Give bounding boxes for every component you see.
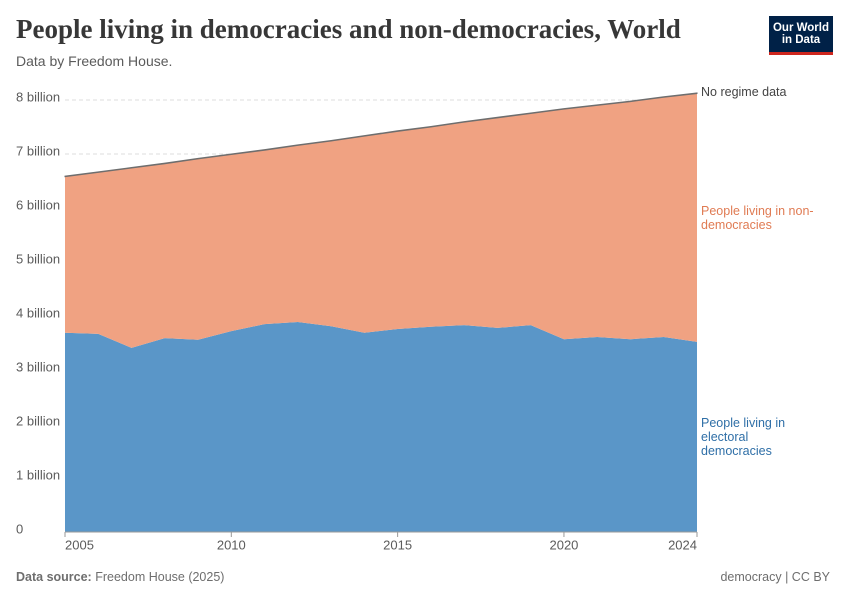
y-tick-label: 8 billion bbox=[16, 89, 60, 104]
legend-label[interactable]: People living in non-democracies bbox=[701, 203, 814, 232]
legend-label[interactable]: No regime data bbox=[701, 84, 787, 99]
chart-title: People living in democracies and non-dem… bbox=[16, 14, 681, 44]
logo[interactable]: Our World in Data bbox=[769, 16, 833, 55]
area bbox=[64, 92, 698, 178]
y-tick-label: 2 billion bbox=[16, 413, 60, 428]
y-tick-label: 1 billion bbox=[16, 467, 60, 482]
source-text: Freedom House (2025) bbox=[95, 570, 225, 584]
x-tick-label: 2015 bbox=[383, 537, 412, 552]
area bbox=[65, 321, 697, 532]
y-tick-label: 5 billion bbox=[16, 251, 60, 266]
y-tick-label: 4 billion bbox=[16, 305, 60, 320]
license[interactable]: democracy | CC BY bbox=[720, 570, 830, 584]
y-tick-label: 0 bbox=[16, 521, 23, 536]
x-tick-label: 2020 bbox=[549, 537, 578, 552]
source-label: Data source: bbox=[16, 570, 92, 584]
y-tick-label: 7 billion bbox=[16, 143, 60, 158]
y-tick-label: 3 billion bbox=[16, 359, 60, 374]
x-tick-label: 2005 bbox=[65, 537, 94, 552]
area bbox=[65, 93, 697, 348]
legend-label[interactable]: People living in electoral democracies bbox=[701, 415, 786, 458]
chart-subtitle: Data by Freedom House. bbox=[16, 53, 173, 69]
source: Data source: Freedom House (2025) bbox=[16, 570, 224, 584]
y-tick-label: 6 billion bbox=[16, 197, 60, 212]
x-tick-label: 2024 bbox=[668, 537, 697, 552]
x-tick-label: 2010 bbox=[217, 537, 246, 552]
